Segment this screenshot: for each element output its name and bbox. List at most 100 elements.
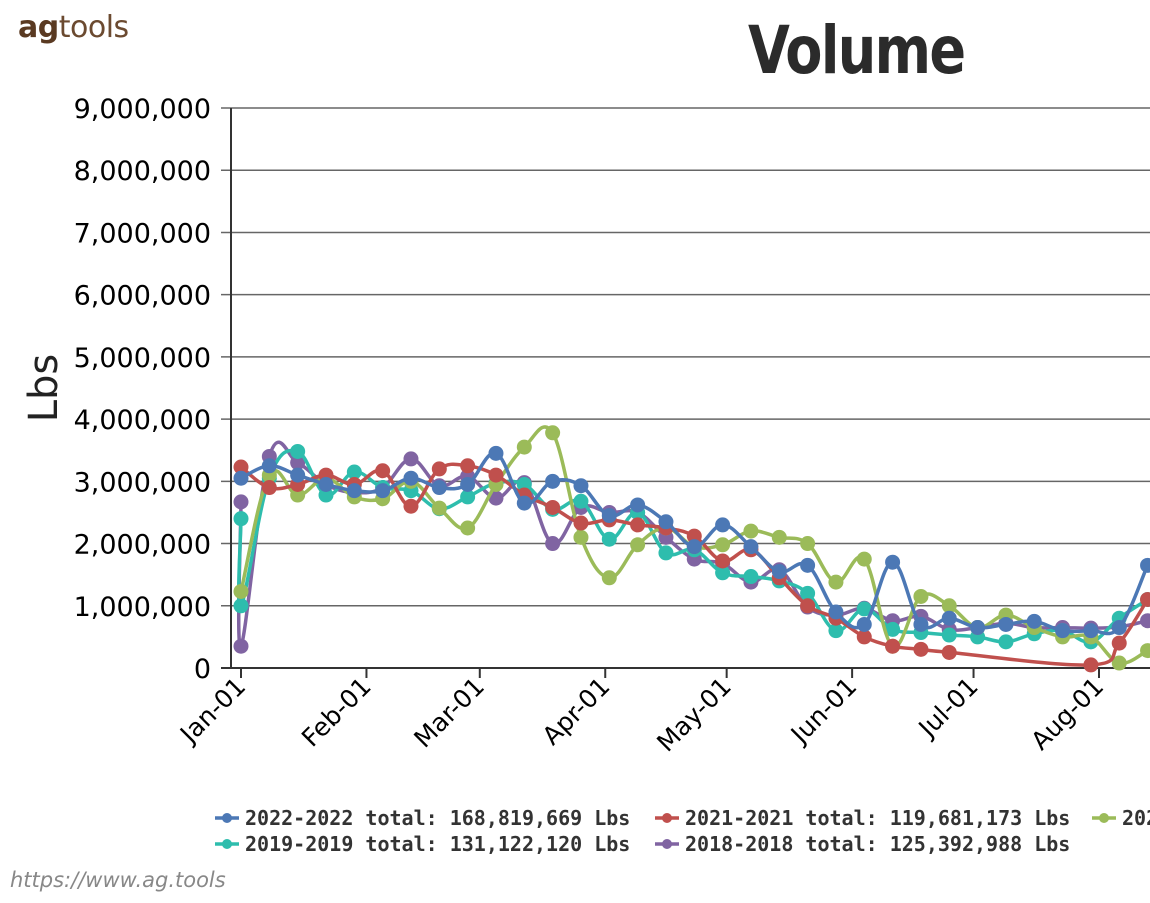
data-point[interactable] (516, 495, 532, 511)
data-point[interactable] (233, 470, 249, 486)
data-point[interactable] (403, 451, 419, 467)
data-point[interactable] (460, 458, 476, 474)
data-point[interactable] (573, 478, 589, 494)
data-point[interactable] (1055, 623, 1071, 639)
data-point[interactable] (460, 476, 476, 492)
data-point[interactable] (743, 539, 759, 555)
data-point[interactable] (941, 610, 957, 626)
data-point[interactable] (233, 598, 249, 614)
data-point[interactable] (630, 537, 646, 553)
data-point[interactable] (346, 464, 362, 480)
data-point[interactable] (1083, 657, 1099, 673)
data-point[interactable] (715, 565, 731, 581)
data-point[interactable] (885, 554, 901, 570)
data-point[interactable] (715, 517, 731, 533)
data-point[interactable] (856, 551, 872, 567)
data-point[interactable] (715, 537, 731, 553)
data-point[interactable] (743, 523, 759, 539)
data-point[interactable] (1111, 620, 1127, 636)
data-point[interactable] (913, 588, 929, 604)
data-point[interactable] (233, 494, 249, 510)
data-point[interactable] (856, 601, 872, 617)
data-point[interactable] (261, 480, 277, 496)
data-point[interactable] (233, 459, 249, 475)
data-point[interactable] (573, 493, 589, 509)
data-point[interactable] (970, 620, 986, 636)
data-point[interactable] (233, 583, 249, 599)
data-point[interactable] (431, 480, 447, 496)
data-point[interactable] (941, 598, 957, 614)
data-point[interactable] (545, 473, 561, 489)
data-point[interactable] (545, 536, 561, 552)
data-point[interactable] (601, 508, 617, 524)
data-point[interactable] (516, 476, 532, 492)
data-point[interactable] (318, 476, 334, 492)
data-point[interactable] (715, 553, 731, 569)
data-point[interactable] (856, 629, 872, 645)
data-point[interactable] (856, 616, 872, 632)
data-point[interactable] (545, 499, 561, 515)
data-point[interactable] (686, 539, 702, 555)
data-point[interactable] (630, 517, 646, 533)
data-point[interactable] (488, 467, 504, 483)
data-point[interactable] (233, 638, 249, 654)
data-point[interactable] (771, 564, 787, 580)
data-point[interactable] (1140, 643, 1150, 659)
data-point[interactable] (771, 529, 787, 545)
data-point[interactable] (828, 604, 844, 620)
legend-item[interactable]: 2019-2019 total: 131,122,120 Lbs (215, 832, 630, 856)
data-point[interactable] (488, 490, 504, 506)
data-point[interactable] (658, 545, 674, 561)
data-point[interactable] (290, 443, 306, 459)
data-point[interactable] (290, 455, 306, 471)
data-point[interactable] (1026, 613, 1042, 629)
data-point[interactable] (290, 467, 306, 483)
data-point[interactable] (941, 644, 957, 660)
data-point[interactable] (1083, 623, 1099, 639)
data-point[interactable] (885, 621, 901, 637)
data-point[interactable] (403, 498, 419, 514)
data-point[interactable] (686, 528, 702, 544)
data-point[interactable] (1140, 592, 1150, 608)
data-point[interactable] (431, 461, 447, 477)
data-point[interactable] (573, 529, 589, 545)
data-point[interactable] (460, 489, 476, 505)
data-point[interactable] (800, 585, 816, 601)
data-point[interactable] (998, 616, 1014, 632)
data-point[interactable] (743, 569, 759, 585)
data-point[interactable] (601, 531, 617, 547)
data-point[interactable] (403, 470, 419, 486)
data-point[interactable] (1111, 655, 1127, 671)
data-point[interactable] (1140, 613, 1150, 629)
data-point[interactable] (431, 500, 447, 516)
data-point[interactable] (913, 616, 929, 632)
legend-item[interactable]: 2022-2022 total: 168,819,669 Lbs (215, 806, 630, 830)
data-point[interactable] (601, 570, 617, 586)
data-point[interactable] (800, 557, 816, 573)
data-point[interactable] (318, 487, 334, 503)
data-point[interactable] (630, 497, 646, 513)
data-point[interactable] (998, 634, 1014, 650)
data-point[interactable] (545, 425, 561, 441)
data-point[interactable] (375, 483, 391, 499)
data-point[interactable] (261, 458, 277, 474)
data-point[interactable] (1140, 557, 1150, 573)
data-point[interactable] (1111, 635, 1127, 651)
data-point[interactable] (800, 536, 816, 552)
legend-item[interactable]: 2018-2018 total: 125,392,988 Lbs (655, 832, 1070, 856)
data-point[interactable] (233, 511, 249, 527)
data-point[interactable] (488, 445, 504, 461)
data-point[interactable] (885, 638, 901, 654)
data-point[interactable] (828, 574, 844, 590)
data-point[interactable] (346, 483, 362, 499)
data-point[interactable] (828, 623, 844, 639)
data-point[interactable] (913, 641, 929, 657)
data-point[interactable] (573, 515, 589, 531)
data-point[interactable] (800, 598, 816, 614)
legend-item[interactable]: 2021-2021 total: 119,681,173 Lbs (655, 806, 1070, 830)
data-point[interactable] (290, 487, 306, 503)
data-point[interactable] (658, 514, 674, 530)
data-point[interactable] (516, 439, 532, 455)
data-point[interactable] (375, 463, 391, 479)
